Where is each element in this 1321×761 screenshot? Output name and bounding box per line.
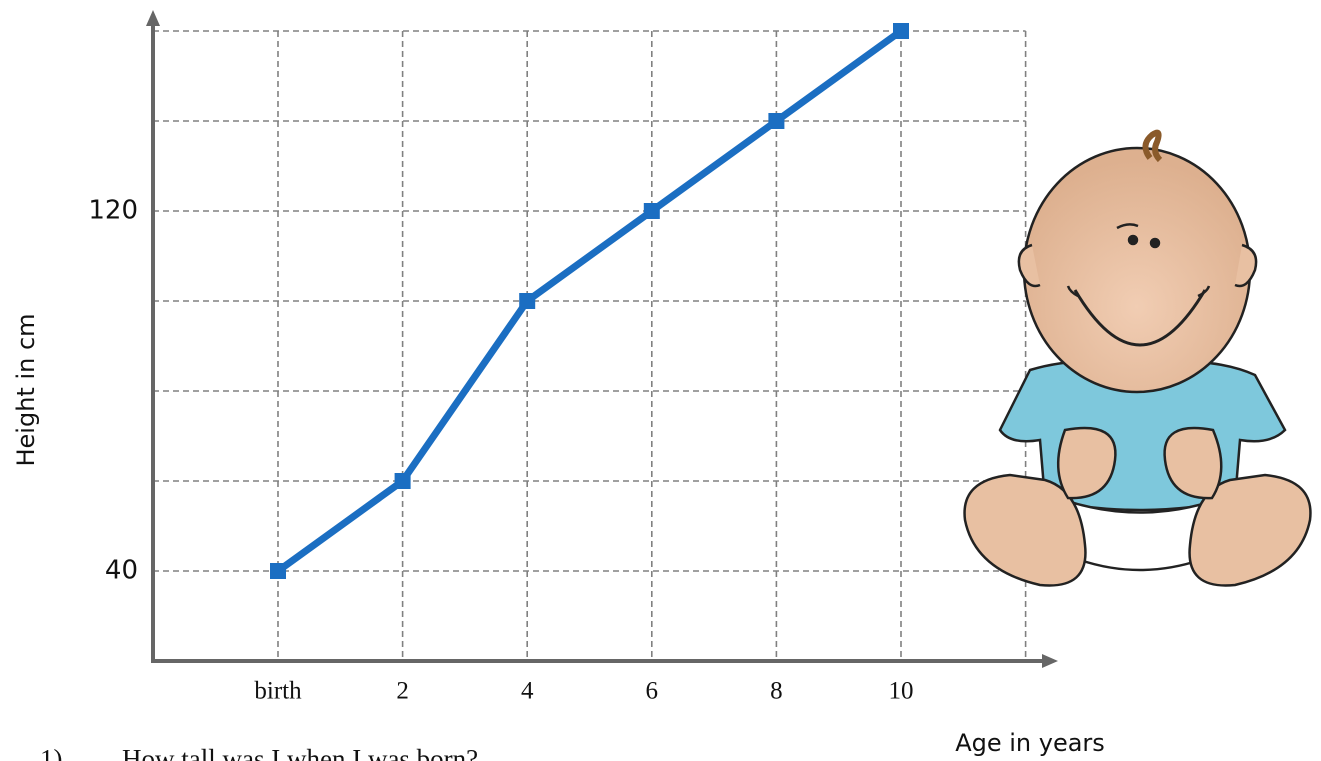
question-number: 1) [40,744,63,761]
baby-illustration [963,129,1312,587]
data-point [643,203,660,219]
question-text: How tall was I when I was born? [122,744,478,761]
x-tick-label: 4 [521,678,534,705]
x-axis-label: Age in years [955,729,1105,757]
x-tick-label: 8 [770,678,783,705]
x-tick-label: 2 [396,678,409,705]
x-tick-label: 6 [646,678,659,705]
y-axis-arrow [146,10,160,26]
data-point [270,563,286,579]
x-axis-arrow [1042,654,1058,668]
data-point [519,293,536,309]
y-tick-label: 40 [105,556,138,586]
y-axis-label: Height in cm [12,313,40,466]
data-line [275,28,904,574]
x-tick-label: 10 [889,678,914,705]
x-tick-label: birth [254,678,302,705]
y-tick-label: 120 [88,196,138,226]
data-point [768,113,785,129]
data-point [893,23,909,39]
data-point [394,473,411,489]
